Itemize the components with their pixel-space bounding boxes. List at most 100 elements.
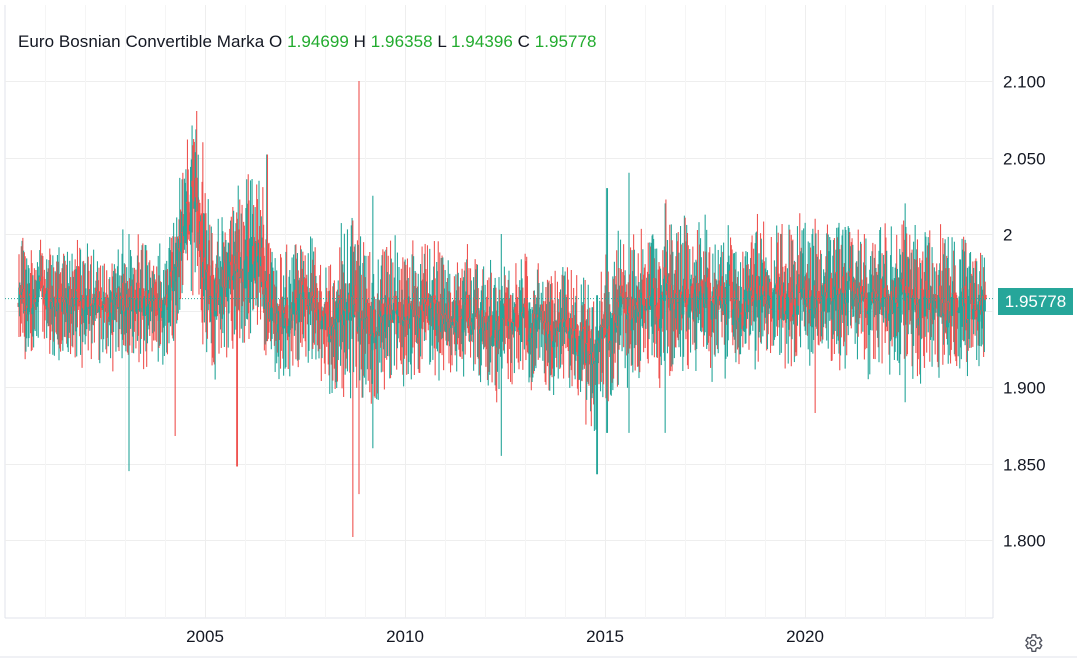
candle-body bbox=[207, 265, 211, 290]
candle-body bbox=[966, 319, 970, 321]
candle-body bbox=[668, 276, 672, 308]
candle-body bbox=[98, 305, 102, 313]
candle-body bbox=[635, 302, 639, 306]
candle-body bbox=[142, 298, 146, 316]
candle-body bbox=[331, 318, 335, 327]
candle-body bbox=[554, 321, 558, 336]
candle-body bbox=[851, 291, 855, 307]
candle-body bbox=[49, 300, 53, 310]
candle-body bbox=[265, 281, 269, 295]
candle-body bbox=[190, 180, 194, 195]
candle-body bbox=[921, 289, 925, 300]
candle-body bbox=[197, 202, 201, 233]
candle-body bbox=[44, 305, 48, 307]
candle-body bbox=[550, 330, 554, 340]
candle-body bbox=[210, 275, 214, 297]
candle-body bbox=[955, 300, 959, 308]
candle-body bbox=[302, 284, 306, 298]
candle-body bbox=[461, 318, 465, 333]
candle-body bbox=[957, 310, 961, 312]
candle-body bbox=[776, 291, 780, 305]
candle-body bbox=[426, 305, 430, 319]
candle-body bbox=[816, 291, 820, 301]
candle-body bbox=[783, 293, 787, 314]
candle-body bbox=[76, 291, 80, 297]
candle-body bbox=[849, 268, 853, 288]
gear-icon[interactable] bbox=[1022, 632, 1044, 654]
candle-body bbox=[960, 291, 964, 295]
candle-body bbox=[235, 263, 239, 272]
candle-body bbox=[778, 289, 782, 310]
candle-body bbox=[710, 301, 714, 320]
candle-body bbox=[458, 305, 462, 316]
candle-body bbox=[618, 307, 622, 316]
candle-body bbox=[687, 304, 691, 318]
candle-body bbox=[169, 271, 173, 277]
candle-body bbox=[396, 308, 400, 311]
candle-body bbox=[306, 305, 310, 307]
candle-body bbox=[420, 304, 424, 311]
candle-body bbox=[805, 280, 809, 300]
candle-body bbox=[788, 283, 792, 297]
candle-body bbox=[162, 303, 166, 305]
candle-body bbox=[114, 293, 118, 306]
candle-body bbox=[358, 311, 362, 327]
candle-body bbox=[499, 325, 503, 330]
candle-body bbox=[92, 299, 96, 306]
candle-body bbox=[272, 299, 276, 308]
candle-body bbox=[743, 317, 747, 326]
candle-body bbox=[834, 285, 838, 288]
candle-body bbox=[58, 289, 62, 303]
candle-body bbox=[612, 313, 616, 316]
candle-body bbox=[899, 294, 903, 296]
candle-body bbox=[944, 302, 948, 314]
candle-body bbox=[765, 276, 769, 304]
x-tick-label: 2015 bbox=[586, 627, 624, 646]
candle-body bbox=[757, 300, 761, 318]
candle-body bbox=[408, 303, 412, 325]
candle-body bbox=[748, 288, 752, 300]
candle-body bbox=[325, 313, 329, 316]
candle-body bbox=[266, 287, 270, 304]
candle-body bbox=[494, 329, 498, 346]
candle-body bbox=[792, 314, 796, 317]
candle-body bbox=[688, 297, 692, 305]
candle-body bbox=[655, 305, 659, 317]
candle-body bbox=[585, 343, 589, 364]
candles-layer[interactable] bbox=[17, 81, 987, 537]
candle-body bbox=[828, 278, 832, 291]
candle-body bbox=[342, 310, 346, 326]
candle-body bbox=[476, 310, 480, 330]
candle-body bbox=[893, 294, 897, 298]
candle-body bbox=[84, 305, 88, 310]
candle-body bbox=[409, 314, 413, 319]
candle-body bbox=[457, 303, 461, 306]
candle-body bbox=[769, 295, 773, 305]
candle-body bbox=[527, 340, 531, 342]
candle-body bbox=[543, 320, 547, 336]
candle-body bbox=[390, 313, 394, 315]
candle-body bbox=[36, 289, 40, 298]
candle-body bbox=[305, 303, 309, 306]
candle-body bbox=[505, 315, 509, 318]
candle-body bbox=[464, 302, 468, 305]
candle-body bbox=[695, 283, 699, 309]
candle-body bbox=[726, 281, 730, 284]
candle-body bbox=[125, 294, 129, 308]
y-tick-label: 2 bbox=[1003, 226, 1012, 245]
candle-body bbox=[889, 298, 893, 314]
candle-body bbox=[794, 305, 798, 308]
candle-body bbox=[689, 294, 693, 298]
candle-body bbox=[798, 276, 802, 293]
candle-body bbox=[181, 232, 185, 234]
candle-body bbox=[262, 281, 266, 291]
candle-body bbox=[379, 311, 383, 317]
candle-body bbox=[588, 351, 592, 355]
candle-body bbox=[581, 331, 585, 340]
candle-body bbox=[433, 302, 437, 318]
candle-body bbox=[866, 310, 870, 315]
candle-body bbox=[422, 299, 426, 312]
candle-body bbox=[512, 321, 516, 323]
